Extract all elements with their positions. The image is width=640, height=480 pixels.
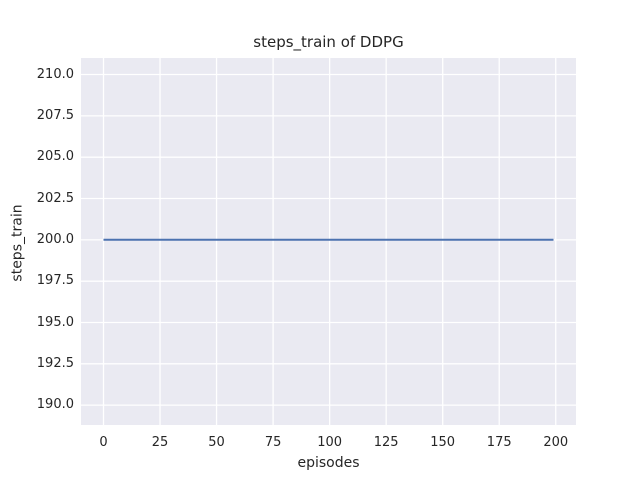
- x-tick-label: 75: [264, 435, 282, 450]
- y-tick-label: 205.0: [36, 149, 74, 165]
- y-axis-label: steps_train: [9, 204, 26, 282]
- x-tick-label: 25: [151, 435, 169, 450]
- y-tick-label: 202.5: [36, 190, 74, 206]
- y-tick-label: 190.0: [36, 397, 74, 413]
- y-tick-label: 192.5: [36, 355, 74, 371]
- chart-title: steps_train of DDPG: [253, 33, 404, 51]
- x-tick-label: 175: [486, 435, 512, 450]
- x-tick-label: 50: [208, 435, 225, 450]
- y-tick-label: 195.0: [36, 314, 74, 330]
- axes-background: [81, 58, 576, 425]
- x-tick-label: 100: [317, 435, 343, 450]
- x-tick-label: 150: [430, 435, 456, 450]
- x-axis-label: episodes: [297, 455, 360, 471]
- y-tick-label: 210.0: [36, 66, 74, 82]
- x-tick-label: 200: [543, 435, 569, 450]
- y-tick-label: 200.0: [36, 231, 74, 247]
- y-tick-label: 197.5: [36, 273, 74, 289]
- x-tick-label: 125: [373, 435, 399, 450]
- x-tick-label: 0: [99, 435, 108, 450]
- y-tick-label: 207.5: [36, 107, 74, 123]
